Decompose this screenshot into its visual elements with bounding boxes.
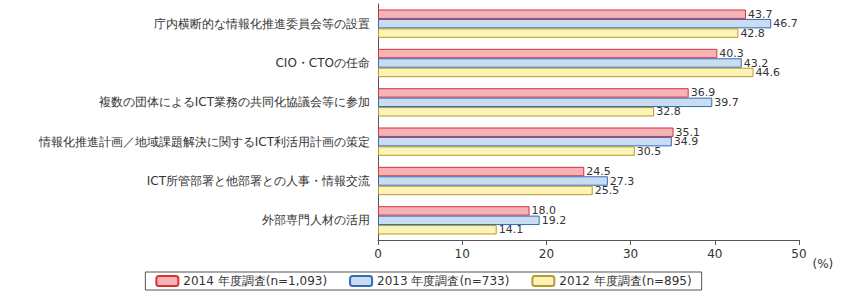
svg-text:24.5: 24.5: [586, 165, 611, 178]
svg-text:44.6: 44.6: [756, 66, 781, 79]
svg-text:20: 20: [539, 247, 554, 261]
svg-text:25.5: 25.5: [595, 184, 620, 197]
svg-text:40: 40: [707, 247, 722, 261]
svg-text:32.8: 32.8: [656, 105, 681, 118]
svg-text:27.3: 27.3: [609, 174, 635, 188]
svg-text:0: 0: [374, 247, 382, 261]
svg-text:36.9: 36.9: [691, 86, 716, 99]
svg-text:庁内横断的な情報化推進委員会等の設置: 庁内横断的な情報化推進委員会等の設置: [154, 17, 370, 31]
svg-text:CIO・CTOの任命: CIO・CTOの任命: [275, 56, 370, 70]
svg-text:35.1: 35.1: [675, 125, 700, 139]
svg-text:40.3: 40.3: [719, 47, 744, 60]
svg-text:複数の団体によるICT業務の共同化協議会等に参加: 複数の団体によるICT業務の共同化協議会等に参加: [99, 95, 370, 109]
svg-text:30: 30: [623, 247, 638, 261]
svg-text:50: 50: [791, 247, 806, 261]
svg-text:(%): (%): [813, 257, 834, 271]
svg-text:18.0: 18.0: [531, 204, 557, 218]
svg-text:46.7: 46.7: [773, 17, 798, 30]
svg-text:42.8: 42.8: [740, 27, 765, 40]
svg-text:2012 年度調査(n=895): 2012 年度調査(n=895): [559, 274, 691, 288]
svg-text:39.7: 39.7: [714, 96, 739, 109]
svg-text:外部専門人材の活用: 外部専門人材の活用: [262, 213, 370, 227]
svg-text:10: 10: [455, 247, 470, 261]
svg-text:2014 年度調査(n=1,093): 2014 年度調査(n=1,093): [183, 274, 327, 288]
svg-text:30.5: 30.5: [637, 145, 662, 158]
svg-text:43.2: 43.2: [743, 56, 769, 70]
svg-text:19.2: 19.2: [542, 214, 567, 227]
svg-text:14.1: 14.1: [499, 223, 524, 236]
svg-text:ICT所管部署と他部署との人事・情報交流: ICT所管部署と他部署との人事・情報交流: [147, 174, 370, 188]
svg-text:2013 年度調査(n=733): 2013 年度調査(n=733): [377, 274, 509, 288]
svg-text:情報化推進計画／地域課題解決に関するICT利活用計画の策定: 情報化推進計画／地域課題解決に関するICT利活用計画の策定: [38, 135, 370, 149]
svg-text:34.9: 34.9: [674, 135, 699, 148]
svg-text:43.7: 43.7: [748, 8, 773, 21]
